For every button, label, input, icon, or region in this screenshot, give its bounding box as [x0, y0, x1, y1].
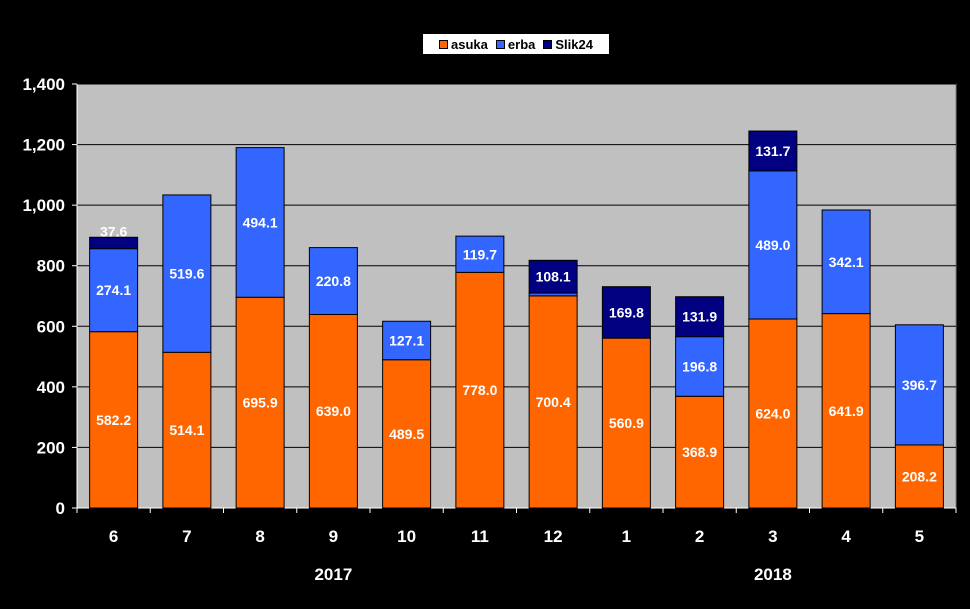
- bar-erba: [675, 336, 725, 397]
- data-label: 274.1: [96, 282, 131, 298]
- y-tick-label: 200: [37, 438, 65, 457]
- x-tick-label: 6: [109, 527, 118, 546]
- data-label: 489.5: [389, 426, 424, 442]
- data-label: 641.9: [829, 403, 864, 419]
- data-label: 778.0: [462, 382, 497, 398]
- legend-swatch-asuka: [439, 39, 449, 49]
- bar-asuka: [308, 313, 358, 509]
- bar-erba: [748, 170, 798, 320]
- x-tick-label: 2: [695, 527, 704, 546]
- data-label: 208.2: [902, 468, 937, 484]
- y-tick-label: 600: [37, 317, 65, 336]
- bar-erba: [821, 209, 871, 315]
- data-label: 519.6: [169, 266, 204, 282]
- y-tick-label: 1,000: [22, 196, 65, 215]
- data-label: 220.8: [316, 273, 351, 289]
- y-tick-label: 1,400: [22, 75, 65, 94]
- data-label: 396.7: [902, 377, 937, 393]
- data-label: 639.0: [316, 403, 351, 419]
- bar-asuka: [235, 296, 285, 509]
- year-group-label: 2018: [754, 565, 792, 584]
- legend-swatch-slik24: [543, 39, 553, 49]
- bar-asuka: [528, 295, 578, 509]
- x-tick-label: 4: [841, 527, 851, 546]
- x-tick-label: 11: [471, 527, 489, 546]
- x-tick-label: 7: [182, 527, 191, 546]
- data-label: 695.9: [243, 395, 278, 411]
- data-label: 582.2: [96, 412, 131, 428]
- data-label: 489.0: [755, 237, 790, 253]
- bar-erba: [162, 194, 212, 353]
- data-label: 127.1: [389, 333, 424, 349]
- bar-erba: [235, 147, 285, 298]
- data-label: 494.1: [243, 214, 278, 230]
- data-label: 624.0: [755, 406, 790, 422]
- bar-asuka: [601, 337, 651, 509]
- data-label: 131.9: [682, 309, 717, 325]
- legend-item-asuka: asuka: [439, 37, 488, 52]
- bar-asuka: [89, 331, 139, 509]
- bar-asuka: [382, 359, 432, 509]
- x-tick-label: 5: [915, 527, 924, 546]
- data-label: 560.9: [609, 415, 644, 431]
- x-tick-label: 10: [397, 527, 416, 546]
- bar-erba: [89, 248, 139, 333]
- bar-asuka: [455, 271, 505, 509]
- legend-item-erba: erba: [495, 36, 536, 52]
- x-tick-label: 3: [768, 527, 777, 546]
- data-label: 131.7: [755, 143, 790, 159]
- legend-label-asuka: asuka: [451, 36, 488, 52]
- data-label: 169.8: [609, 304, 644, 320]
- data-label: 119.7: [463, 246, 497, 262]
- bar-slik24: [675, 296, 725, 338]
- bar-erba: [455, 235, 505, 273]
- data-label: 108.1: [536, 269, 571, 285]
- bar-erba: [894, 324, 944, 446]
- y-tick-label: 0: [56, 499, 65, 518]
- y-tick-label: 400: [37, 378, 65, 397]
- legend-label-slik24: Slik24: [555, 36, 593, 52]
- bar-slik24: [528, 259, 578, 294]
- bar-asuka: [748, 318, 798, 509]
- data-label: 368.9: [682, 444, 717, 460]
- bar-asuka: [821, 313, 871, 509]
- x-tick-label: 9: [329, 527, 338, 546]
- data-label: 196.8: [682, 358, 717, 374]
- data-label: 342.1: [829, 254, 864, 270]
- bar-slik24: [89, 236, 139, 250]
- x-tick-label: 12: [544, 527, 563, 546]
- data-label: 514.1: [169, 422, 204, 438]
- bar-erba: [382, 320, 432, 361]
- x-tick-label: 1: [622, 527, 631, 546]
- bar-slik24: [601, 286, 651, 339]
- bar-erba: [308, 247, 358, 315]
- legend-item-slik24: Slik24: [543, 37, 593, 52]
- legend-label-erba: erba: [507, 36, 536, 52]
- year-group-label: 2017: [314, 565, 352, 584]
- legend-swatch-erba: [495, 39, 505, 49]
- legend: asuka erba Slik24: [422, 33, 610, 55]
- y-tick-label: 1,200: [22, 136, 65, 155]
- data-label: 700.4: [536, 394, 571, 410]
- bar-asuka: [675, 395, 725, 509]
- plot-area: [76, 83, 957, 509]
- bar-slik24: [748, 130, 798, 172]
- x-tick-label: 8: [255, 527, 264, 546]
- data-label: 37.6: [100, 223, 127, 239]
- y-tick-label: 800: [37, 257, 65, 276]
